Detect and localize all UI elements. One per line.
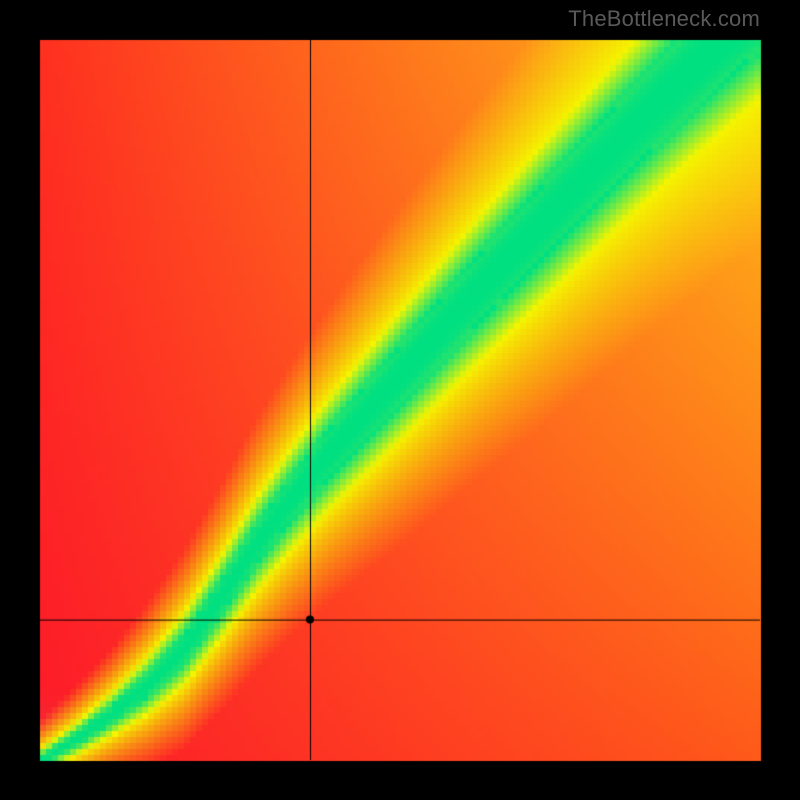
watermark-text: TheBottleneck.com (568, 6, 760, 32)
chart-container: TheBottleneck.com (0, 0, 800, 800)
bottleneck-heatmap (0, 0, 800, 800)
